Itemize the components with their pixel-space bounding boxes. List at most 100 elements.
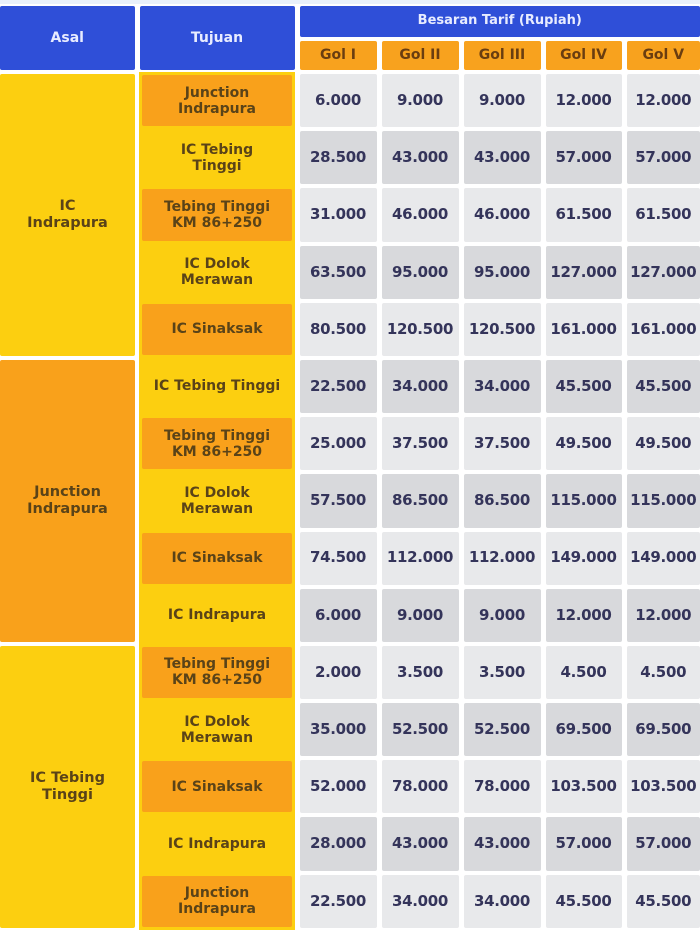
tarif-value-gol-2: 34.000	[381, 874, 459, 928]
tujuan-cell: IC Tebing Tinggi	[142, 360, 292, 413]
tarif-value-gol-5: 4.500	[626, 645, 700, 700]
tarif-value-gol-5: 69.500	[626, 703, 700, 757]
tarif-value-gol-5: 12.000	[626, 74, 700, 128]
tarif-value-gol-5: 149.000	[626, 531, 700, 585]
tarif-value-gol-2: 46.000	[381, 188, 459, 242]
header-gol-3: Gol III	[463, 41, 541, 70]
tarif-value-gol-1: 22.500	[299, 359, 377, 414]
tujuan-cell-wrap: Tebing Tinggi KM 86+250	[139, 186, 295, 244]
tarif-value-gol-1: 2.000	[299, 645, 377, 700]
tarif-value-gol-1: 6.000	[299, 74, 377, 128]
tarif-value-gol-4: 49.500	[545, 417, 622, 471]
header-gol-4: Gol IV	[545, 41, 622, 70]
tarif-value-gol-3: 9.000	[463, 74, 541, 128]
tarif-value-gol-4: 61.500	[545, 188, 622, 242]
tujuan-cell-wrap: IC Indrapura	[139, 586, 295, 644]
tarif-value-gol-3: 43.000	[463, 817, 541, 871]
tujuan-cell-wrap: Tebing Tinggi KM 86+250	[139, 643, 295, 702]
tarif-value-gol-3: 112.000	[463, 531, 541, 585]
tarif-value-gol-1: 74.500	[299, 531, 377, 585]
tujuan-cell: IC Dolok Merawan	[142, 246, 292, 298]
tarif-value-gol-3: 37.500	[463, 417, 541, 471]
tarif-value-gol-5: 57.000	[626, 131, 700, 185]
tarif-value-gol-5: 45.500	[626, 359, 700, 414]
tujuan-cell: IC Tebing Tinggi	[142, 132, 292, 184]
tujuan-cell: IC Indrapura	[142, 589, 292, 641]
tarif-value-gol-4: 149.000	[545, 531, 622, 585]
tujuan-cell-wrap: IC Dolok Merawan	[139, 243, 295, 301]
tarif-value-gol-3: 34.000	[463, 359, 541, 414]
tarif-value-gol-4: 115.000	[545, 474, 622, 528]
tarif-value-gol-3: 9.000	[463, 588, 541, 642]
tujuan-cell: Tebing Tinggi KM 86+250	[142, 189, 292, 241]
tarif-value-gol-4: 57.000	[545, 817, 622, 871]
tujuan-cell: IC Sinaksak	[142, 532, 292, 584]
tarif-value-gol-2: 34.000	[381, 359, 459, 414]
tarif-value-gol-1: 28.500	[299, 131, 377, 185]
tujuan-cell: Junction Indrapura	[142, 875, 292, 927]
header-gol-2: Gol II	[381, 41, 459, 70]
asal-cell: IC Indrapura	[0, 74, 135, 356]
tujuan-cell: IC Dolok Merawan	[142, 475, 292, 527]
tarif-value-gol-1: 6.000	[299, 588, 377, 642]
tarif-value-gol-1: 52.000	[299, 760, 377, 814]
tarif-value-gol-2: 3.500	[381, 645, 459, 700]
tarif-value-gol-4: 103.500	[545, 760, 622, 814]
tarif-value-gol-1: 57.500	[299, 474, 377, 528]
tarif-value-gol-3: 86.500	[463, 474, 541, 528]
tarif-value-gol-2: 9.000	[381, 588, 459, 642]
tarif-value-gol-4: 4.500	[545, 645, 622, 700]
tarif-value-gol-3: 120.500	[463, 302, 541, 356]
tarif-value-gol-3: 52.500	[463, 703, 541, 757]
tarif-value-gol-1: 35.000	[299, 703, 377, 757]
tujuan-cell-wrap: IC Tebing Tinggi	[139, 357, 295, 416]
tarif-value-gol-1: 63.500	[299, 245, 377, 299]
tarif-value-gol-4: 45.500	[545, 874, 622, 928]
tarif-value-gol-3: 78.000	[463, 760, 541, 814]
tarif-value-gol-2: 95.000	[381, 245, 459, 299]
tujuan-cell-wrap: Junction Indrapura	[139, 72, 295, 130]
tarif-value-gol-3: 95.000	[463, 245, 541, 299]
tarif-value-gol-1: 28.000	[299, 817, 377, 871]
tarif-value-gol-5: 12.000	[626, 588, 700, 642]
tarif-value-gol-2: 43.000	[381, 131, 459, 185]
tujuan-cell-wrap: Tebing Tinggi KM 86+250	[139, 415, 295, 473]
tarif-value-gol-1: 25.000	[299, 417, 377, 471]
tujuan-cell: Tebing Tinggi KM 86+250	[142, 418, 292, 470]
tarif-value-gol-2: 78.000	[381, 760, 459, 814]
tarif-value-gol-4: 161.000	[545, 302, 622, 356]
tarif-value-gol-3: 43.000	[463, 131, 541, 185]
tujuan-cell: Junction Indrapura	[142, 75, 292, 127]
asal-cell: Junction Indrapura	[0, 359, 135, 642]
tujuan-cell-wrap: IC Sinaksak	[139, 300, 295, 358]
tarif-value-gol-4: 127.000	[545, 245, 622, 299]
tujuan-cell: IC Sinaksak	[142, 303, 292, 355]
tarif-value-gol-2: 43.000	[381, 817, 459, 871]
tarif-value-gol-1: 80.500	[299, 302, 377, 356]
tujuan-cell-wrap: IC Dolok Merawan	[139, 701, 295, 759]
header-gol-1: Gol I	[299, 41, 377, 70]
tarif-value-gol-1: 22.500	[299, 874, 377, 928]
tarif-value-gol-5: 161.000	[626, 302, 700, 356]
tujuan-cell-wrap: IC Tebing Tinggi	[139, 129, 295, 187]
tarif-value-gol-5: 49.500	[626, 417, 700, 471]
tujuan-cell-wrap: IC Indrapura	[139, 815, 295, 873]
tarif-value-gol-2: 112.000	[381, 531, 459, 585]
tarif-value-gol-4: 45.500	[545, 359, 622, 414]
tarif-value-gol-3: 3.500	[463, 645, 541, 700]
tujuan-cell-wrap: IC Sinaksak	[139, 758, 295, 816]
tarif-value-gol-5: 61.500	[626, 188, 700, 242]
header-asal: Asal	[0, 6, 135, 70]
tujuan-cell: IC Indrapura	[142, 818, 292, 870]
tujuan-cell: IC Sinaksak	[142, 761, 292, 813]
tarif-value-gol-4: 12.000	[545, 588, 622, 642]
tujuan-cell-wrap: IC Dolok Merawan	[139, 472, 295, 530]
tarif-value-gol-4: 12.000	[545, 74, 622, 128]
tarif-value-gol-3: 34.000	[463, 874, 541, 928]
tarif-value-gol-2: 120.500	[381, 302, 459, 356]
tarif-value-gol-2: 9.000	[381, 74, 459, 128]
tujuan-cell-wrap: Junction Indrapura	[139, 872, 295, 930]
header-gol-5: Gol V	[626, 41, 700, 70]
tarif-value-gol-2: 37.500	[381, 417, 459, 471]
